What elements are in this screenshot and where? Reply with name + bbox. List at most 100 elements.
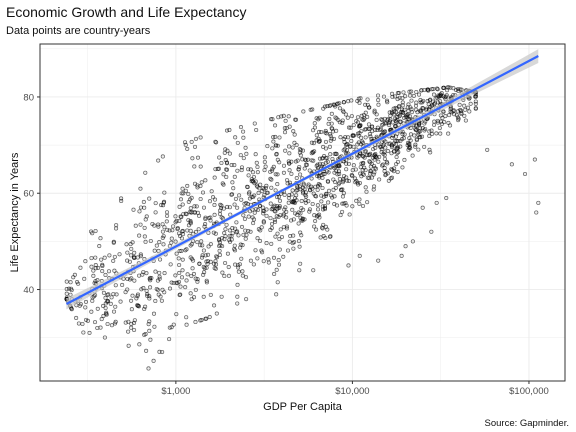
data-point — [356, 154, 361, 159]
data-point — [193, 319, 198, 325]
data-point — [427, 129, 432, 134]
data-point — [167, 337, 172, 342]
data-point — [128, 253, 134, 258]
data-point — [296, 221, 301, 226]
data-point — [177, 262, 182, 268]
data-point — [92, 320, 98, 325]
data-point — [275, 157, 280, 162]
data-point — [310, 201, 315, 207]
data-point — [113, 304, 118, 309]
data-point — [362, 116, 367, 121]
y-tick-label: 80 — [23, 92, 34, 103]
data-point — [137, 342, 142, 347]
data-point — [78, 302, 83, 307]
data-point — [297, 164, 302, 170]
data-point — [414, 137, 419, 142]
data-point — [147, 196, 152, 201]
data-point — [264, 213, 269, 218]
data-point — [279, 234, 285, 240]
data-point — [395, 97, 400, 102]
data-point — [281, 163, 287, 168]
data-point — [401, 90, 406, 95]
data-point — [297, 268, 302, 273]
data-point — [368, 164, 373, 169]
data-point — [286, 144, 292, 149]
data-point — [291, 233, 296, 238]
data-point — [427, 133, 432, 139]
data-point — [153, 201, 158, 206]
data-point — [179, 191, 184, 196]
data-point — [220, 270, 225, 275]
data-point — [155, 287, 160, 292]
data-point — [99, 317, 104, 322]
data-point — [355, 131, 361, 136]
data-point — [368, 171, 373, 176]
data-point — [91, 268, 96, 273]
data-point — [112, 254, 117, 259]
data-point — [183, 188, 188, 193]
data-point — [273, 134, 278, 139]
data-point — [282, 130, 288, 135]
data-point — [177, 231, 182, 236]
data-point — [429, 229, 434, 234]
data-point — [288, 234, 293, 239]
data-point — [385, 161, 390, 166]
data-point — [264, 241, 269, 246]
data-point — [151, 311, 157, 316]
data-point — [320, 185, 325, 191]
data-point — [394, 155, 399, 160]
data-point — [89, 264, 94, 269]
data-point — [414, 89, 419, 95]
data-point — [346, 263, 351, 268]
data-point — [114, 226, 119, 231]
data-point — [113, 319, 118, 324]
data-point — [277, 204, 282, 209]
data-point — [276, 262, 282, 267]
data-point — [425, 87, 430, 92]
data-point — [173, 239, 178, 244]
data-point — [379, 147, 384, 152]
data-point — [160, 222, 165, 227]
data-point — [254, 160, 259, 165]
data-point — [335, 163, 340, 168]
data-point — [395, 145, 401, 150]
data-point — [285, 181, 290, 186]
data-point — [376, 102, 381, 107]
data-point — [129, 298, 134, 303]
data-point — [219, 215, 224, 220]
data-point — [160, 349, 165, 355]
data-point — [185, 183, 190, 188]
data-point — [138, 205, 143, 210]
data-point — [224, 167, 229, 172]
data-point — [315, 207, 321, 212]
data-point — [409, 110, 414, 115]
data-point — [341, 100, 346, 105]
data-point — [104, 310, 109, 315]
data-point — [341, 201, 346, 206]
data-point — [346, 99, 351, 104]
data-point — [188, 228, 193, 233]
data-point — [265, 190, 270, 195]
data-point — [340, 108, 345, 113]
data-point — [432, 122, 437, 127]
data-point — [199, 318, 204, 323]
data-point — [138, 222, 143, 227]
data-point — [239, 165, 245, 170]
data-point — [257, 204, 262, 209]
data-point — [195, 279, 200, 284]
data-point — [185, 228, 190, 233]
data-point — [331, 177, 336, 182]
data-point — [261, 259, 266, 264]
data-point — [473, 101, 478, 106]
data-point — [106, 292, 111, 297]
data-point — [363, 168, 368, 173]
data-point — [204, 259, 209, 264]
data-point — [198, 196, 203, 202]
data-point — [363, 149, 368, 154]
data-point — [351, 133, 356, 138]
data-point — [328, 133, 333, 138]
data-point — [93, 255, 98, 260]
data-point — [183, 142, 188, 147]
data-point — [274, 292, 279, 297]
data-point — [211, 230, 216, 235]
